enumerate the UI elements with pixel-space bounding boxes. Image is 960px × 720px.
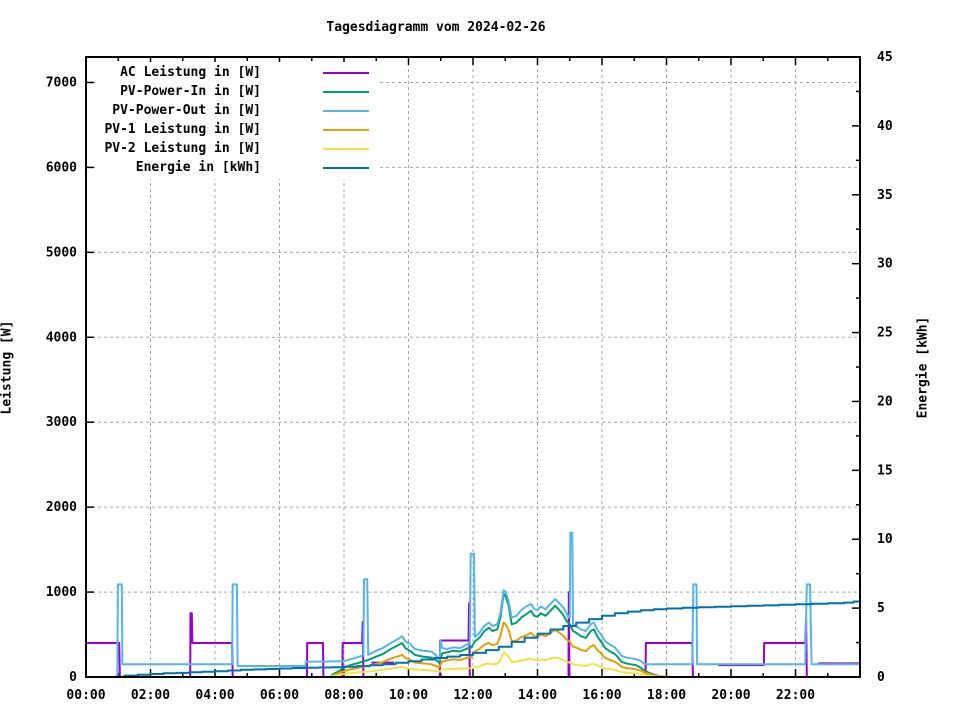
x-tick-label: 16:00: [582, 688, 621, 703]
legend-label: PV-2 Leistung in [W]: [104, 141, 261, 156]
legend-label: PV-Power-In in [W]: [120, 84, 261, 99]
x-tick-label: 10:00: [389, 688, 428, 703]
y-right-tick-label: 5: [877, 601, 885, 616]
x-tick-label: 22:00: [776, 688, 815, 703]
y-left-tick-label: 4000: [46, 330, 77, 345]
y-right-tick-label: 30: [877, 257, 893, 272]
legend-item: PV-2 Leistung in [W]: [99, 139, 369, 158]
legend-swatch: [323, 71, 369, 74]
y-right-tick-label: 25: [877, 326, 893, 341]
x-tick-label: 08:00: [324, 688, 363, 703]
series-line-pv-power-out-in-w: [116, 531, 860, 678]
legend-item: AC Leistung in [W]: [99, 63, 369, 82]
y-left-tick-label: 5000: [46, 245, 77, 260]
legend-item: PV-Power-In in [W]: [99, 82, 369, 101]
legend: AC Leistung in [W] PV-Power-In in [W] PV-P…: [95, 62, 373, 178]
y-left-tick-label: 6000: [46, 160, 77, 175]
x-tick-label: 12:00: [453, 688, 492, 703]
plot-border: [85, 56, 861, 678]
legend-swatch: [323, 90, 369, 93]
legend-label: Energie in [kWh]: [135, 160, 261, 175]
y-left-tick-label: 2000: [46, 500, 77, 515]
y-left-tick-label: 3000: [46, 415, 77, 430]
legend-label: AC Leistung in [W]: [120, 65, 261, 80]
y-right-tick-label: 35: [877, 188, 893, 203]
y-right-tick-label: 15: [877, 463, 893, 478]
x-tick-label: 20:00: [711, 688, 750, 703]
series-line-pv-power-in-in-w: [330, 592, 667, 678]
x-tick-label: 06:00: [260, 688, 299, 703]
legend-swatch: [323, 166, 369, 169]
legend-label: PV-1 Leistung in [W]: [104, 122, 261, 137]
x-tick-label: 18:00: [647, 688, 686, 703]
legend-label: PV-Power-Out in [W]: [112, 103, 261, 118]
x-tick-label: 04:00: [195, 688, 234, 703]
y-left-tick-label: 7000: [46, 75, 77, 90]
y-right-tick-label: 20: [877, 394, 893, 409]
legend-swatch: [323, 109, 369, 112]
legend-swatch: [323, 147, 369, 150]
x-tick-label: 00:00: [66, 688, 105, 703]
legend-item: PV-Power-Out in [W]: [99, 101, 369, 120]
y-right-tick-label: 0: [877, 670, 885, 685]
legend-item: Energie in [kWh]: [99, 158, 369, 177]
series-line-pv-2-leistung-in-w: [330, 651, 667, 678]
y-right-tick-label: 45: [877, 50, 893, 65]
y-left-tick-label: 1000: [46, 585, 77, 600]
x-tick-label: 02:00: [131, 688, 170, 703]
y-left-tick-label: 0: [69, 670, 77, 685]
x-tick-label: 14:00: [518, 688, 557, 703]
legend-swatch: [323, 128, 369, 131]
y-right-tick-label: 10: [877, 532, 893, 547]
chart-title: Tagesdiagramm vom 2024-02-26: [326, 20, 546, 35]
legend-item: PV-1 Leistung in [W]: [99, 120, 369, 139]
series-line-pv-1-leistung-in-w: [330, 621, 677, 678]
series-line-energie-in-kwh: [86, 600, 861, 678]
y-right-tick-label: 40: [877, 119, 893, 134]
